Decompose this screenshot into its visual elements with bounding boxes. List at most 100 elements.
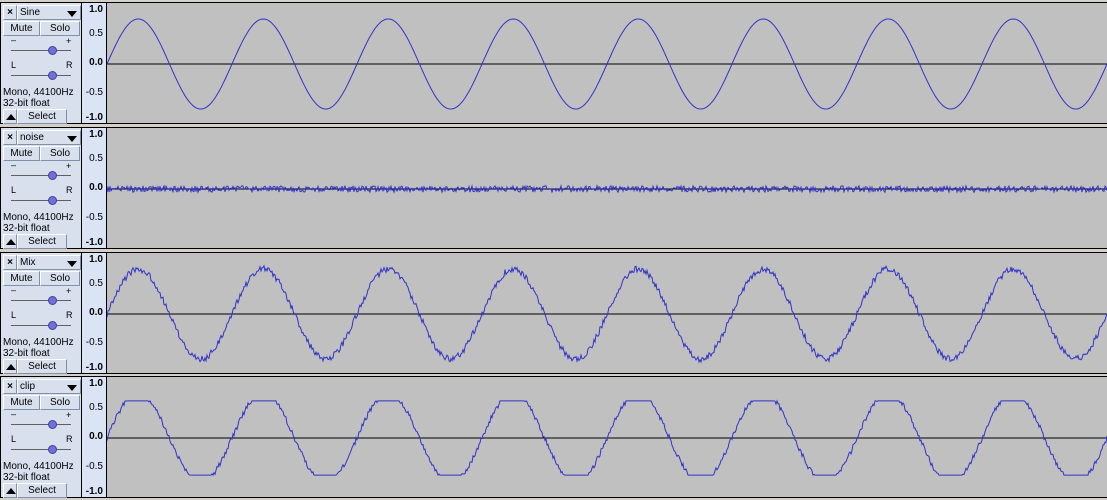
mute-button[interactable]: Mute	[3, 21, 40, 36]
ruler-tick: 1.0	[89, 129, 103, 140]
sample-format: 32-bit float	[3, 348, 50, 359]
gain-plus-label: +	[66, 161, 72, 171]
mute-button[interactable]: Mute	[3, 395, 40, 410]
track-mix: × Mix Mute Solo – + L R Mono, 44100Hz 32-…	[0, 252, 1107, 374]
close-track-button[interactable]: ×	[3, 5, 17, 20]
waveform-svg	[107, 264, 1107, 364]
ruler-tick: 0.5	[89, 278, 103, 289]
ruler-tick: 0.5	[89, 402, 103, 413]
pan-slider[interactable]	[11, 321, 71, 330]
pan-slider-thumb[interactable]	[48, 71, 57, 80]
gain-plus-label: +	[66, 36, 72, 46]
track-info: Mono, 44100Hz 32-bit float	[3, 212, 74, 234]
track-control-panel: × clip Mute Solo – + L R Mono, 44100Hz 32…	[1, 377, 81, 498]
close-track-button[interactable]: ×	[3, 130, 17, 145]
gain-minus-label: –	[11, 409, 17, 419]
close-track-button[interactable]: ×	[3, 379, 17, 394]
solo-button[interactable]: Solo	[40, 271, 80, 286]
triangle-up-icon	[6, 239, 16, 245]
collapse-track-button[interactable]	[3, 234, 17, 249]
triangle-up-icon	[6, 114, 16, 120]
ruler-tick: 0.0	[89, 307, 103, 318]
ruler-tick: -1.0	[85, 362, 103, 373]
ruler-tick: -1.0	[85, 237, 103, 248]
select-track-button[interactable]: Select	[17, 359, 67, 374]
gain-slider-thumb[interactable]	[48, 171, 57, 180]
track-name-menu[interactable]: Mix	[17, 255, 81, 270]
dropdown-arrow-icon	[67, 136, 77, 142]
sample-rate: Mono, 44100Hz	[3, 87, 74, 98]
track-name-menu[interactable]: clip	[17, 379, 81, 394]
track-sine: × Sine Mute Solo – + L R Mono, 44100Hz 32…	[0, 2, 1107, 124]
gain-plus-label: +	[66, 410, 72, 420]
collapse-track-button[interactable]	[3, 109, 17, 124]
ruler-tick: 0.0	[89, 182, 103, 193]
dropdown-arrow-icon	[67, 11, 77, 17]
collapse-track-button[interactable]	[3, 483, 17, 498]
sample-format: 32-bit float	[3, 472, 50, 483]
pan-right-label: R	[66, 310, 73, 320]
pan-slider-thumb[interactable]	[48, 321, 57, 330]
sample-format: 32-bit float	[3, 223, 50, 234]
select-track-button[interactable]: Select	[17, 109, 67, 124]
mute-button[interactable]: Mute	[3, 146, 40, 161]
gain-slider-thumb[interactable]	[48, 46, 57, 55]
triangle-up-icon	[6, 364, 16, 370]
waveform-display[interactable]	[107, 377, 1107, 497]
pan-slider[interactable]	[11, 196, 71, 205]
pan-slider[interactable]	[11, 445, 71, 454]
waveform-display[interactable]	[107, 253, 1107, 373]
gain-slider[interactable]	[11, 420, 71, 429]
waveform-display[interactable]	[107, 128, 1107, 248]
ruler-tick: 0.5	[89, 28, 103, 39]
track-control-panel: × Mix Mute Solo – + L R Mono, 44100Hz 32-…	[1, 253, 81, 374]
sample-rate: Mono, 44100Hz	[3, 337, 74, 348]
pan-left-label: L	[11, 185, 17, 195]
ruler-tick: 1.0	[89, 254, 103, 265]
gain-slider[interactable]	[11, 296, 71, 305]
pan-right-label: R	[66, 60, 73, 70]
gain-slider-thumb[interactable]	[48, 296, 57, 305]
ruler-tick: 0.0	[89, 57, 103, 68]
waveform-line	[107, 264, 1107, 364]
gain-slider[interactable]	[11, 46, 71, 55]
waveform-svg	[107, 183, 1107, 195]
track-noise: × noise Mute Solo – + L R Mono, 44100Hz 3…	[0, 127, 1107, 249]
gain-slider-thumb[interactable]	[48, 420, 57, 429]
amplitude-ruler: 1.0 0.5 0.0 -0.5 -1.0	[82, 3, 106, 123]
select-track-button[interactable]: Select	[17, 483, 67, 498]
track-name: clip	[20, 381, 36, 392]
pan-left-label: L	[11, 434, 17, 444]
pan-slider-thumb[interactable]	[48, 445, 57, 454]
ruler-tick: 0.5	[89, 153, 103, 164]
dropdown-arrow-icon	[67, 261, 77, 267]
track-name-menu[interactable]: noise	[17, 130, 81, 145]
track-name-menu[interactable]: Sine	[17, 5, 81, 20]
solo-button[interactable]: Solo	[40, 146, 80, 161]
track-info: Mono, 44100Hz 32-bit float	[3, 461, 74, 483]
pan-slider-thumb[interactable]	[48, 196, 57, 205]
gain-minus-label: –	[11, 285, 17, 295]
gain-slider[interactable]	[11, 171, 71, 180]
close-track-button[interactable]: ×	[3, 255, 17, 270]
waveform-display[interactable]	[107, 3, 1107, 123]
dropdown-arrow-icon	[67, 385, 77, 391]
sample-rate: Mono, 44100Hz	[3, 212, 74, 223]
pan-right-label: R	[66, 185, 73, 195]
gain-minus-label: –	[11, 35, 17, 45]
sample-rate: Mono, 44100Hz	[3, 461, 74, 472]
solo-button[interactable]: Solo	[40, 395, 80, 410]
gain-plus-label: +	[66, 286, 72, 296]
ruler-tick: -1.0	[85, 112, 103, 123]
sample-format: 32-bit float	[3, 98, 50, 109]
amplitude-ruler: 1.0 0.5 0.0 -0.5 -1.0	[82, 253, 106, 373]
ruler-tick: -0.5	[85, 337, 103, 348]
collapse-track-button[interactable]	[3, 359, 17, 374]
solo-button[interactable]: Solo	[40, 21, 80, 36]
select-track-button[interactable]: Select	[17, 234, 67, 249]
track-clip: × clip Mute Solo – + L R Mono, 44100Hz 32…	[0, 376, 1107, 498]
pan-slider[interactable]	[11, 71, 71, 80]
mute-button[interactable]: Mute	[3, 271, 40, 286]
waveform-line	[107, 183, 1107, 195]
ruler-tick: -0.5	[85, 212, 103, 223]
